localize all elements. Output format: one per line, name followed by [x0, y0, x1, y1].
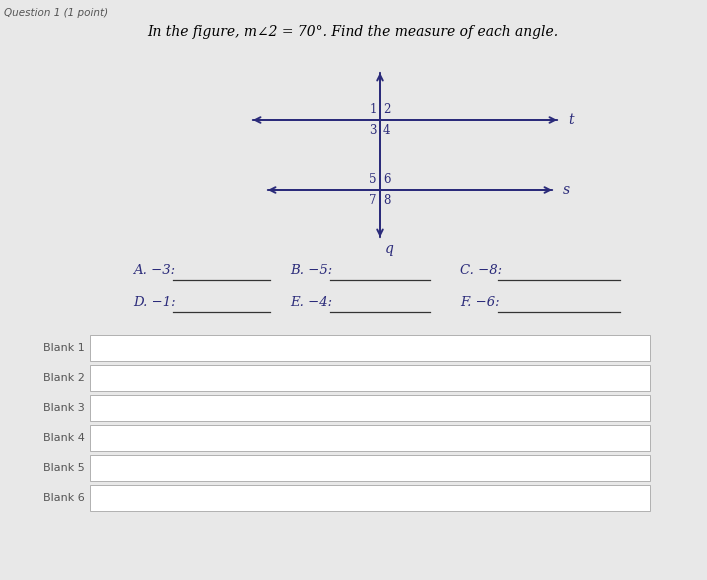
Text: F. −6:: F. −6:: [460, 295, 500, 309]
Bar: [90, 335, 650, 361]
Text: In the figure, m∠2 = 70°. Find the measure of each angle.: In the figure, m∠2 = 70°. Find the measu…: [148, 25, 559, 39]
Text: Question 1 (1 point): Question 1 (1 point): [4, 8, 108, 18]
Text: C. −8:: C. −8:: [460, 263, 502, 277]
Text: s: s: [563, 183, 570, 197]
Text: t: t: [568, 113, 573, 127]
Bar: [90, 455, 650, 481]
Text: 4: 4: [383, 124, 390, 137]
Bar: [90, 425, 650, 451]
Text: q: q: [385, 242, 394, 256]
Text: 5: 5: [370, 173, 377, 186]
Text: Blank 4: Blank 4: [43, 433, 85, 443]
Text: 1: 1: [370, 103, 377, 116]
Bar: [90, 485, 650, 511]
Bar: [90, 365, 650, 391]
Text: 8: 8: [383, 194, 390, 207]
Text: E. −4:: E. −4:: [290, 295, 332, 309]
Text: Blank 5: Blank 5: [43, 463, 85, 473]
Text: 6: 6: [383, 173, 390, 186]
Bar: [90, 395, 650, 421]
Text: B. −5:: B. −5:: [290, 263, 332, 277]
Text: Blank 6: Blank 6: [43, 493, 85, 503]
Text: Blank 1: Blank 1: [43, 343, 85, 353]
Text: D. −1:: D. −1:: [133, 295, 175, 309]
Text: 3: 3: [370, 124, 377, 137]
Text: 7: 7: [370, 194, 377, 207]
Text: A. −3:: A. −3:: [133, 263, 175, 277]
Text: Blank 3: Blank 3: [43, 403, 85, 413]
Text: Blank 2: Blank 2: [43, 373, 85, 383]
Text: 2: 2: [383, 103, 390, 116]
